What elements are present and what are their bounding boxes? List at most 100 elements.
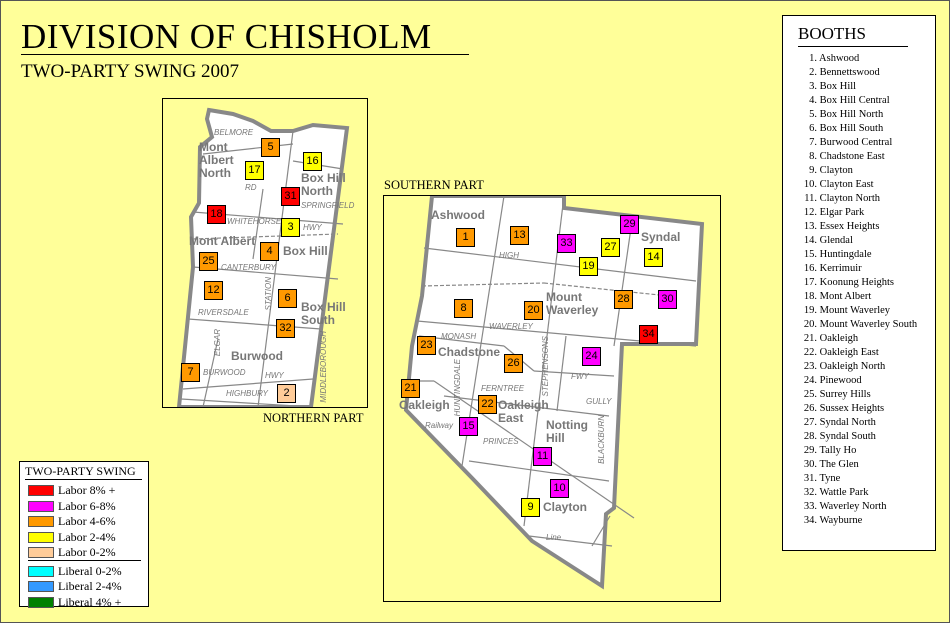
booth-number: 20. bbox=[803, 319, 817, 330]
booth-list-item: 14. Glendal bbox=[783, 234, 917, 248]
suburb-box-hill-north: Box Hill North bbox=[301, 171, 346, 198]
booth-name: Box Hill South bbox=[819, 123, 884, 134]
booth-marker-18: 18 bbox=[207, 205, 226, 224]
suburb-chadstone: Chadstone bbox=[438, 345, 501, 359]
booth-number: 30. bbox=[803, 459, 817, 470]
legend-label: Liberal 0-2% bbox=[58, 563, 122, 578]
booth-number: 6. bbox=[809, 123, 817, 134]
suburb-mont-albert-north: Mont Albert North bbox=[199, 140, 234, 180]
booth-name: Box Hill North bbox=[819, 109, 884, 120]
booth-name: Pinewood bbox=[819, 375, 862, 386]
road-railway: Railway bbox=[425, 421, 454, 430]
booth-number: 18. bbox=[803, 291, 817, 302]
booth-number: 1. bbox=[809, 53, 817, 64]
booth-number: 19. bbox=[803, 305, 817, 316]
booth-marker-9: 9 bbox=[521, 498, 540, 517]
booth-list: 1. Ashwood 2. Bennettswood 3. Box Hill 4. B… bbox=[783, 52, 917, 528]
booth-name: Box Hill bbox=[819, 81, 857, 92]
booth-name: Oakleigh East bbox=[819, 347, 879, 358]
booth-name: The Glen bbox=[819, 459, 859, 470]
booth-marker-6: 6 bbox=[278, 289, 297, 308]
booth-name: Syndal North bbox=[819, 417, 876, 428]
booth-marker-21: 21 bbox=[401, 379, 420, 398]
booth-marker-31: 31 bbox=[281, 187, 300, 206]
booth-list-item: 21. Oakleigh bbox=[783, 332, 917, 346]
map-subtitle: TWO-PARTY SWING 2007 bbox=[21, 61, 240, 82]
booth-name: Mount Waverley South bbox=[819, 319, 918, 330]
booth-marker-29: 29 bbox=[620, 215, 639, 234]
road-highbury: HIGHBURY bbox=[226, 389, 268, 398]
booth-name: Waverley North bbox=[819, 501, 887, 512]
road-whitehorse: WHITEHORSE bbox=[227, 217, 282, 226]
road-stephensons: STEPHENSONS bbox=[541, 336, 550, 397]
booth-list-item: 22. Oakleigh East bbox=[783, 346, 917, 360]
legend: TWO-PARTY SWING Labor 8% + Labor 6-8% Labo… bbox=[19, 461, 149, 609]
booth-number: 4. bbox=[809, 95, 817, 106]
road-monash: MONASH bbox=[441, 332, 477, 341]
booth-number: 11. bbox=[804, 193, 817, 204]
booth-name: Clayton East bbox=[819, 179, 874, 190]
legend-title: TWO-PARTY SWING bbox=[25, 464, 136, 478]
booth-number: 23. bbox=[803, 361, 817, 372]
booth-name: Wattle Park bbox=[819, 487, 869, 498]
booth-marker-1: 1 bbox=[456, 228, 475, 247]
northern-part-label: NORTHERN PART bbox=[263, 411, 364, 425]
booth-number: 17. bbox=[803, 277, 817, 288]
booth-list-item: 7. Burwood Central bbox=[783, 136, 917, 150]
suburb-mount-waverley: Mount Waverley bbox=[546, 290, 599, 317]
booth-list-item: 5. Box Hill North bbox=[783, 108, 917, 122]
road-elgar: ELGAR bbox=[213, 329, 222, 357]
booths-title: BOOTHS bbox=[798, 24, 867, 43]
road-railway-line: Line bbox=[546, 533, 562, 542]
suburb-burwood: Burwood bbox=[231, 349, 283, 363]
booth-list-item: 4. Box Hill Central bbox=[783, 94, 917, 108]
booth-list-item: 8. Chadstone East bbox=[783, 150, 917, 164]
legend-label: Labor 4-6% bbox=[58, 514, 116, 528]
legend-label: Liberal 2-4% bbox=[58, 579, 122, 593]
booth-marker-10: 10 bbox=[550, 479, 569, 498]
booth-list-item: 10. Clayton East bbox=[783, 178, 917, 192]
booth-list-item: 12. Elgar Park bbox=[783, 206, 917, 220]
booth-list-item: 6. Box Hill South bbox=[783, 122, 917, 136]
booth-marker-32: 32 bbox=[276, 319, 295, 338]
southern-part-label: SOUTHERN PART bbox=[384, 178, 484, 192]
booth-marker-11: 11 bbox=[533, 447, 552, 466]
booth-marker-28: 28 bbox=[614, 290, 633, 309]
booth-marker-25: 25 bbox=[199, 252, 218, 271]
legend-swatch bbox=[28, 500, 54, 512]
road-burwood-hwy: HWY bbox=[265, 371, 284, 380]
booth-list-item: 34. Wayburne bbox=[783, 514, 917, 528]
booth-name: Oakleigh North bbox=[819, 361, 886, 372]
map-title: DIVISION OF CHISHOLM bbox=[21, 17, 432, 56]
suburb-notting-hill: Notting Hill bbox=[546, 418, 588, 445]
legend-label: Liberal 4% + bbox=[58, 594, 122, 609]
booth-name: Oakleigh bbox=[819, 333, 859, 344]
booth-number: 25. bbox=[803, 389, 817, 400]
booth-marker-8: 8 bbox=[454, 299, 473, 318]
booth-marker-3: 3 bbox=[281, 218, 300, 237]
booth-list-item: 19. Mount Waverley bbox=[783, 304, 917, 318]
booth-name: Bennettswood bbox=[819, 67, 880, 78]
road-ferntree: FERNTREE bbox=[481, 384, 525, 393]
legend-label: Labor 0-2% bbox=[58, 545, 116, 559]
booth-number: 14. bbox=[803, 235, 817, 246]
legend-label: Labor 8% + bbox=[58, 483, 116, 497]
suburb-mont-albert: Mont Albert bbox=[189, 234, 256, 248]
booth-marker-20: 20 bbox=[524, 301, 543, 320]
booth-name: Sussex Heights bbox=[819, 403, 885, 414]
booth-name: Burwood Central bbox=[819, 137, 893, 148]
title-underline bbox=[21, 54, 469, 55]
suburb-box-hill-south: Box Hill South bbox=[301, 300, 346, 327]
booth-number: 8. bbox=[809, 151, 817, 162]
booth-name: Chadstone East bbox=[819, 151, 885, 162]
booth-name: Essex Heights bbox=[819, 221, 880, 232]
booth-list-item: 13. Essex Heights bbox=[783, 220, 917, 234]
legend-label: Labor 2-4% bbox=[58, 529, 116, 544]
booth-name: Syndal South bbox=[819, 431, 876, 442]
booth-number: 13. bbox=[803, 221, 817, 232]
road-belmore: BELMORE bbox=[214, 128, 254, 137]
booth-marker-19: 19 bbox=[579, 257, 598, 276]
booth-list-item: 11. Clayton North bbox=[783, 192, 917, 206]
booth-list-item: 25. Surrey Hills bbox=[783, 388, 917, 402]
booth-marker-15: 15 bbox=[459, 417, 478, 436]
